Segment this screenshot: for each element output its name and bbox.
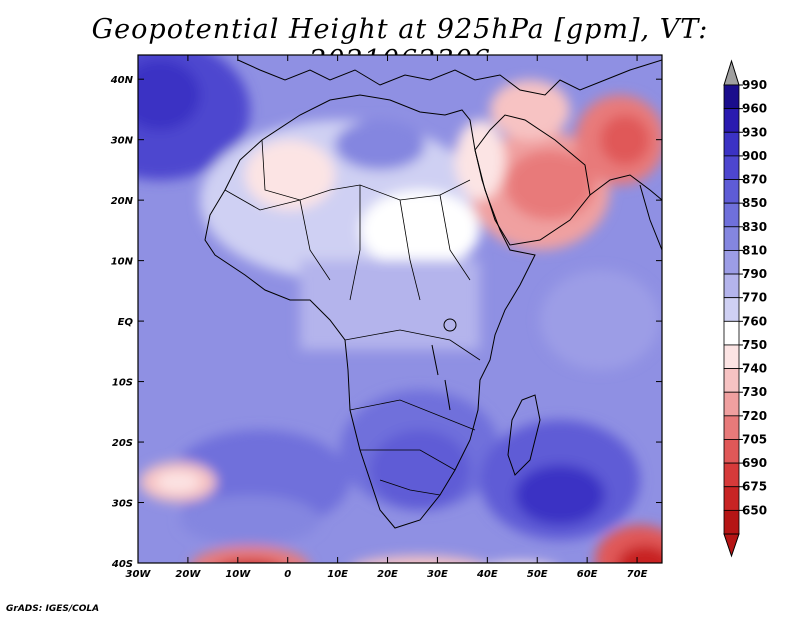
lake-tanganyika (431, 344, 439, 376)
lat-tick-label: 40N (110, 75, 134, 86)
colorbar-label: 810 (742, 243, 767, 257)
lat-tick-label: 20S (112, 438, 133, 449)
lon-tick-label: 40E (476, 569, 498, 580)
lon-tick-label: 60E (577, 569, 598, 580)
lat-tick-label: 10S (112, 378, 133, 389)
colorbar-swatch (723, 344, 740, 369)
lat-tick-label: 40S (111, 559, 133, 570)
asia-coastline (589, 174, 662, 201)
colorbar-label: 720 (742, 409, 767, 423)
colorbar-swatch (723, 462, 740, 488)
colorbar-swatch (723, 439, 740, 464)
plot-frame (137, 54, 663, 564)
lat-tick-label: 10N (111, 257, 134, 268)
country-borders (224, 139, 481, 496)
lat-tick-label: EQ (118, 317, 134, 328)
colorbar-label: 790 (742, 267, 767, 281)
colorbar-label: 730 (742, 385, 767, 399)
colorbar-swatch (723, 415, 740, 440)
lake-malawi (444, 379, 451, 411)
lake-victoria (443, 318, 457, 332)
longitude-axis: 30W 20W 10W 0 10E 20E 30E 40E 50E 60E 70E (126, 55, 648, 580)
madagascar (507, 394, 541, 476)
colorbar-label: 870 (742, 173, 767, 187)
colorbar-swatch (723, 108, 740, 133)
colorbar-swatch (723, 179, 740, 204)
colorbar-swatch (723, 250, 740, 275)
colorbar-label: 850 (742, 196, 767, 210)
lon-tick-label: 30W (126, 569, 152, 580)
lat-tick-label: 30S (112, 499, 133, 510)
lon-tick-label: 0 (284, 569, 291, 580)
lon-tick-label: 10E (327, 569, 348, 580)
colorbar-label: 705 (742, 432, 767, 446)
colorbar-swatch (723, 202, 740, 228)
colorbar-label: 675 (742, 480, 767, 494)
lon-tick-label: 20E (377, 569, 398, 580)
colorbar-swatch (723, 509, 740, 535)
colorbar-label: 900 (742, 149, 767, 163)
colorbar-swatch (723, 320, 740, 346)
colorbar: 990 960 930 900 870 850 830 810 790 770 760 750 740 7… (723, 59, 767, 558)
colorbar-label: 770 (742, 291, 767, 305)
colorbar-swatch (723, 297, 740, 322)
colorbar-over-arrow (723, 59, 740, 86)
lon-tick-label: 10W (225, 569, 251, 580)
colorbar-label: 960 (742, 102, 767, 116)
colorbar-swatch (723, 226, 740, 251)
colorbar-swatch (723, 273, 740, 299)
colorbar-label: 830 (742, 220, 767, 234)
colorbar-label: 740 (742, 362, 767, 376)
africa-coastline (204, 94, 536, 529)
colorbar-swatch (723, 155, 740, 180)
colorbar-swatch (723, 486, 740, 511)
lat-tick-label: 20N (111, 196, 134, 207)
colorbar-swatch (723, 84, 740, 110)
lon-tick-label: 20W (175, 569, 201, 580)
lon-tick-label: 30E (427, 569, 448, 580)
colorbar-swatch (723, 391, 740, 417)
colorbar-label: 990 (742, 78, 767, 92)
colorbar-label: 650 (742, 503, 767, 517)
lon-tick-label: 70E (627, 569, 648, 580)
geopotential-field (138, 55, 662, 563)
credit-label: GrADS: IGES/COLA (6, 604, 100, 614)
colorbar-label: 930 (742, 125, 767, 139)
colorbar-label: 750 (742, 338, 767, 352)
india-coastline (639, 184, 662, 251)
colorbar-label: 690 (742, 456, 767, 470)
latitude-axis: 40N 30N 20N 10N EQ 10S 20S 30S 40S (110, 75, 662, 570)
colorbar-label: 760 (742, 314, 767, 328)
lon-tick-label: 50E (527, 569, 548, 580)
colorbar-swatch (723, 131, 740, 157)
coastlines (204, 59, 662, 529)
europe-coastline (237, 59, 662, 96)
colorbar-swatch (723, 368, 740, 393)
lat-tick-label: 30N (111, 136, 134, 147)
colorbar-under-arrow (723, 533, 740, 558)
